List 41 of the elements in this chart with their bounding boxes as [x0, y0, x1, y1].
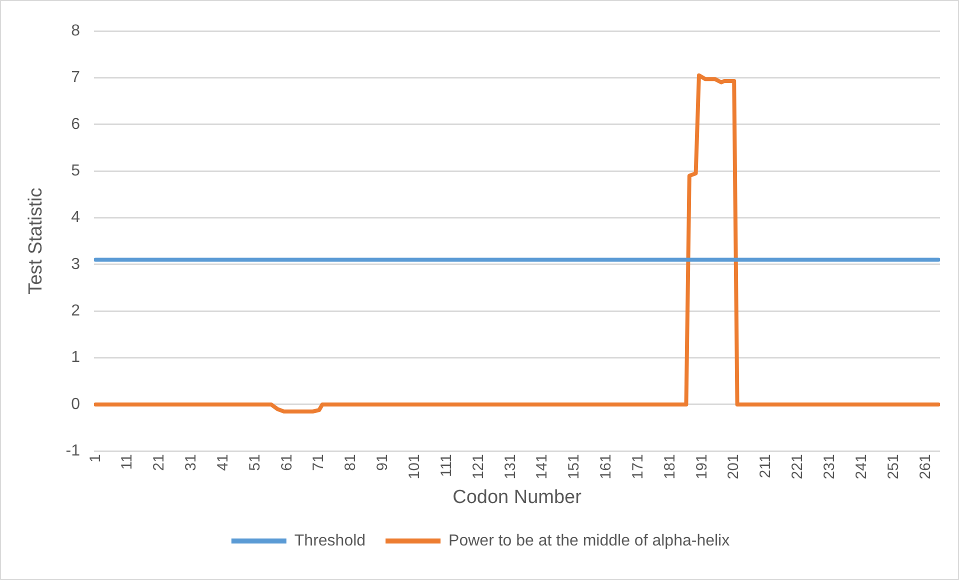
x-tick-label: 191 [693, 454, 710, 480]
y-tick-label: -1 [66, 442, 80, 460]
y-tick-label: 7 [71, 69, 80, 86]
x-tick-label: 181 [661, 454, 678, 480]
x-tick-label: 31 [182, 454, 200, 471]
x-tick-label: 51 [246, 454, 264, 471]
x-tick-label: 131 [502, 454, 519, 480]
x-tick-label: 261 [916, 454, 934, 480]
x-tick-label: 91 [374, 454, 392, 471]
x-tick-label: 201 [725, 454, 742, 480]
y-tick-label: 1 [71, 349, 80, 366]
x-tick-label: 101 [406, 454, 423, 480]
y-tick-label: 4 [71, 209, 80, 226]
x-tick-label: 251 [884, 454, 902, 480]
x-tick-label: 11 [118, 454, 136, 470]
y-tick-label: 5 [71, 162, 80, 180]
y-axis-title: Test Statistic [26, 188, 47, 294]
x-tick-label: 111 [438, 454, 455, 477]
x-tick-label: 171 [629, 454, 646, 480]
x-tick-label: 141 [534, 454, 551, 480]
legend-label: Threshold [294, 532, 366, 550]
y-tick-label: 0 [71, 396, 80, 413]
y-tick-label: 6 [71, 116, 80, 133]
x-tick-label: 41 [214, 454, 232, 471]
x-tick-label: 221 [789, 454, 806, 480]
x-tick-label: 1 [86, 454, 104, 463]
y-tick-label: 8 [71, 22, 80, 40]
y-tick-label: 3 [71, 256, 80, 273]
x-tick-label: 61 [278, 454, 296, 471]
x-tick-label: 211 [757, 454, 774, 478]
x-tick-label: 231 [821, 454, 838, 480]
x-tick-label: 121 [470, 454, 487, 480]
x-tick-label: 151 [566, 454, 583, 480]
x-axis-title: Codon Number [452, 486, 582, 508]
legend-label: Power to be at the middle of alpha-helix [448, 532, 730, 550]
x-tick-label: 21 [150, 454, 168, 471]
y-tick-label: 2 [71, 302, 80, 320]
x-tick-label: 81 [342, 454, 360, 471]
x-tick-label: 71 [310, 454, 328, 471]
x-tick-label: 241 [852, 454, 870, 480]
x-tick-label: 161 [598, 454, 615, 480]
